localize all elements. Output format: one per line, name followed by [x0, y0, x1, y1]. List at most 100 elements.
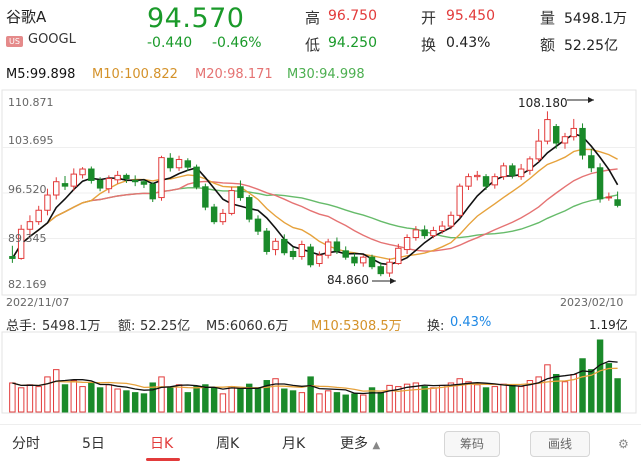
volume-bar: [9, 382, 16, 413]
tab-more[interactable]: 更多 ▲: [340, 433, 380, 453]
low-value: 94.250: [328, 35, 377, 51]
volume-bar: [474, 384, 481, 413]
volume-bar: [35, 386, 42, 413]
volume-bar: [491, 386, 499, 413]
tab-intraday[interactable]: 分时: [12, 436, 40, 452]
candle-body: [438, 225, 446, 232]
volume-bar: [88, 382, 95, 413]
ma10-line: [11, 148, 618, 261]
candle-body: [237, 186, 244, 199]
high-annotation: 108.180: [518, 96, 568, 110]
candle-body: [377, 266, 385, 275]
candle-body: [307, 246, 314, 266]
candle-body: [368, 256, 376, 268]
volume-bar: [149, 382, 156, 413]
volume-bar: [219, 393, 227, 413]
chips-button[interactable]: 筹码: [444, 431, 500, 457]
candle-body: [491, 176, 499, 186]
candle-body: [289, 250, 297, 258]
volume-bar: [96, 387, 104, 413]
tab-daily-k[interactable]: 日K: [150, 436, 174, 452]
volume-bar: [70, 380, 78, 413]
low-label: 低: [305, 36, 321, 54]
volume-bar: [561, 381, 569, 413]
candle-body: [70, 173, 78, 187]
amount-info: 52.25亿: [140, 319, 191, 334]
total-volume: 5498.1万: [42, 319, 101, 334]
amount-info-label: 额:: [118, 319, 136, 334]
volume-bar: [228, 386, 235, 413]
volume-bar: [535, 376, 542, 413]
candle-body: [184, 160, 192, 168]
volume-bar: [395, 386, 402, 413]
volume-bar: [17, 387, 25, 413]
tab-weekly-k[interactable]: 周K: [216, 436, 240, 452]
ma20-legend: M20:98.171: [195, 67, 273, 82]
candle-body: [474, 174, 481, 178]
candle-body: [333, 241, 341, 252]
ma5-line: [11, 132, 619, 266]
settings-icon[interactable]: ⚙: [618, 437, 629, 451]
candle-body: [26, 221, 34, 230]
volume-bar: [596, 339, 604, 413]
volume-bar: [412, 382, 420, 413]
price-axis-label: 82.169: [8, 278, 47, 291]
volume-bar: [184, 392, 192, 413]
volume-bar: [158, 376, 165, 413]
turnover-value: 0.43%: [446, 35, 491, 51]
candle-body: [88, 168, 95, 181]
volume-bar: [517, 386, 525, 413]
tab-5day[interactable]: 5日: [82, 436, 105, 452]
candle-body: [500, 165, 507, 178]
candle-body: [53, 181, 60, 196]
turnover-info-label: 换:: [427, 319, 445, 334]
price-axis-label: 96.520: [8, 183, 47, 196]
candle-body: [254, 218, 262, 232]
open-value: 95.450: [446, 8, 495, 24]
candle-body: [44, 194, 51, 211]
candle-body: [342, 250, 349, 258]
volume-ma10-line: [12, 367, 618, 393]
volume-bar: [552, 373, 560, 413]
price-change: -0.440: [147, 35, 193, 51]
candlestick-chart[interactable]: [0, 88, 641, 298]
candle-body: [158, 157, 165, 199]
candle-body: [430, 230, 437, 237]
caret-up-icon: ▲: [372, 440, 381, 451]
candle-body: [482, 176, 490, 187]
volume-bar: [614, 378, 621, 413]
volume-bar: [465, 381, 472, 413]
volume-bar: [105, 384, 113, 413]
volume-bar: [342, 394, 349, 413]
candle-body: [561, 136, 569, 144]
volume-bar: [360, 394, 367, 413]
volume-label: 量: [540, 9, 556, 27]
candle-body: [105, 178, 113, 190]
candle-body: [535, 140, 542, 160]
tab-monthly-k[interactable]: 月K: [282, 436, 306, 452]
active-tab-indicator: [146, 458, 180, 461]
volume-bar: [324, 390, 332, 413]
low-annotation: 84.860: [327, 273, 369, 287]
candle-body: [35, 209, 42, 223]
high-arrow-head: [588, 97, 594, 103]
volume-bar: [123, 390, 130, 413]
volume-chart: [1, 331, 637, 414]
volume-bar: [333, 392, 341, 413]
volume-ma5-line: [12, 360, 618, 395]
amount-value: 52.25亿: [564, 38, 619, 54]
volume-bar: [44, 376, 51, 413]
draw-line-button[interactable]: 画线: [530, 431, 590, 457]
candle-body: [517, 168, 525, 178]
price-change-pct: -0.46%: [212, 35, 262, 51]
candle-body: [552, 126, 560, 144]
high-value: 96.750: [328, 8, 377, 24]
volume-bar: [202, 384, 209, 413]
volume-max-label: 1.19亿: [589, 318, 628, 332]
volume-bar: [500, 383, 507, 413]
open-label: 开: [421, 9, 437, 27]
candle-body: [298, 243, 306, 258]
volume-bar: [307, 376, 314, 413]
volume-bar: [386, 384, 393, 413]
candle-body: [570, 127, 577, 138]
